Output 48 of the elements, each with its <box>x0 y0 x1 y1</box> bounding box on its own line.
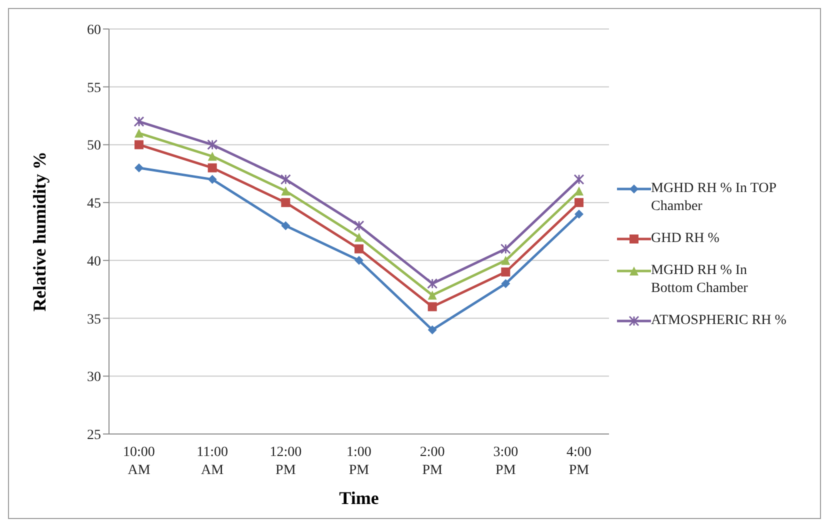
point <box>208 174 217 184</box>
point <box>574 210 584 219</box>
x-tick-label: 4:00 PM <box>566 445 592 478</box>
point <box>574 198 584 208</box>
x-tick-label: 2:00 PM <box>420 445 445 478</box>
y-tick-label: 40 <box>87 254 101 270</box>
point <box>134 116 144 127</box>
point <box>134 140 144 150</box>
x-tick-label: 10:00 AM <box>123 445 155 478</box>
point <box>207 139 218 150</box>
point <box>501 268 510 276</box>
x-tick-label: 3:00 PM <box>493 445 518 478</box>
y-tick-label: 25 <box>87 428 101 443</box>
y-tick-label: 35 <box>87 312 101 328</box>
y-tick-label: 50 <box>87 138 101 154</box>
point <box>428 325 437 334</box>
y-tick-label: 45 <box>87 196 101 212</box>
point <box>501 279 510 288</box>
point <box>501 256 510 265</box>
point <box>134 163 144 172</box>
point <box>428 290 437 300</box>
point <box>428 302 437 312</box>
point <box>500 244 511 254</box>
y-tick-label: 60 <box>87 22 101 38</box>
point <box>354 256 364 265</box>
point <box>354 220 364 231</box>
point <box>208 163 217 172</box>
point <box>281 198 290 208</box>
y-tick-label: 55 <box>87 80 101 96</box>
point <box>280 174 291 185</box>
legend-label: ATMOSPHERIC RH % <box>651 312 788 330</box>
point <box>354 232 364 242</box>
point <box>208 152 217 161</box>
y-tick-label: 30 <box>87 370 101 386</box>
legend-label: MGHD RH % In TOP Chamber <box>651 180 777 216</box>
point <box>427 278 438 289</box>
point <box>354 244 364 254</box>
legend-label: MGHD RH % In Bottom Chamber <box>651 262 749 298</box>
x-axis-title: Time <box>339 488 379 508</box>
point <box>574 174 584 185</box>
x-tick-label: 11:00 AM <box>196 445 228 478</box>
point <box>281 221 290 230</box>
y-axis-title: Relative humidity % <box>29 152 50 312</box>
point <box>281 186 290 196</box>
x-tick-label: 12:00 PM <box>270 445 302 478</box>
legend-label: GHD RH % <box>651 230 720 248</box>
x-tick-label: 1:00 PM <box>346 445 372 478</box>
point <box>134 128 144 138</box>
